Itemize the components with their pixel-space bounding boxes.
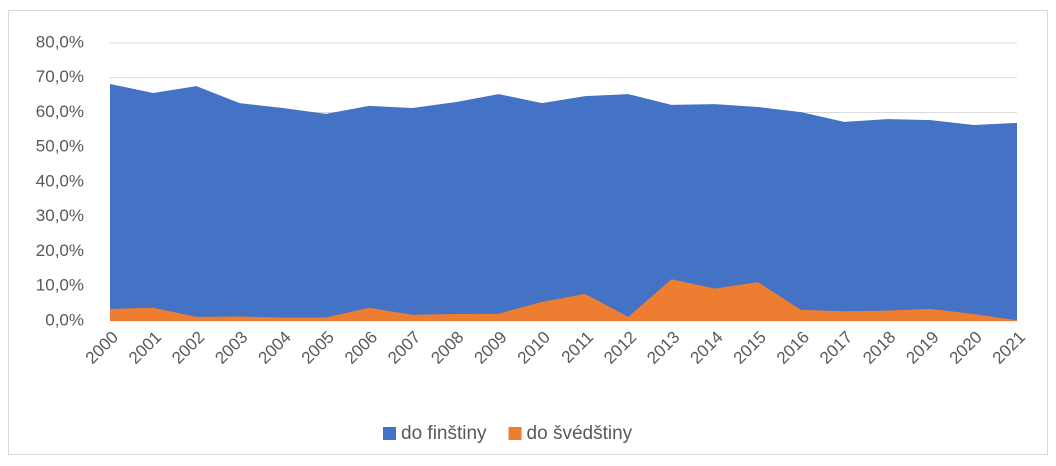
y-tick-label: 0,0%: [45, 310, 84, 329]
y-tick-label: 60,0%: [36, 102, 84, 121]
y-tick-label: 40,0%: [36, 171, 84, 190]
area: [110, 279, 1017, 321]
area: [110, 84, 1017, 321]
y-tick-label: 30,0%: [36, 206, 84, 225]
legend-label: do finštiny: [401, 423, 487, 444]
y-tick-label: 20,0%: [36, 241, 84, 260]
legend-label: do švédštiny: [527, 423, 633, 444]
legend-swatch: [508, 427, 522, 440]
y-tick-label: 80,0%: [36, 32, 84, 51]
y-tick-label: 70,0%: [36, 67, 84, 86]
y-tick-label: 10,0%: [36, 276, 84, 295]
legend-swatch: [383, 427, 396, 440]
y-tick-label: 50,0%: [36, 137, 84, 156]
